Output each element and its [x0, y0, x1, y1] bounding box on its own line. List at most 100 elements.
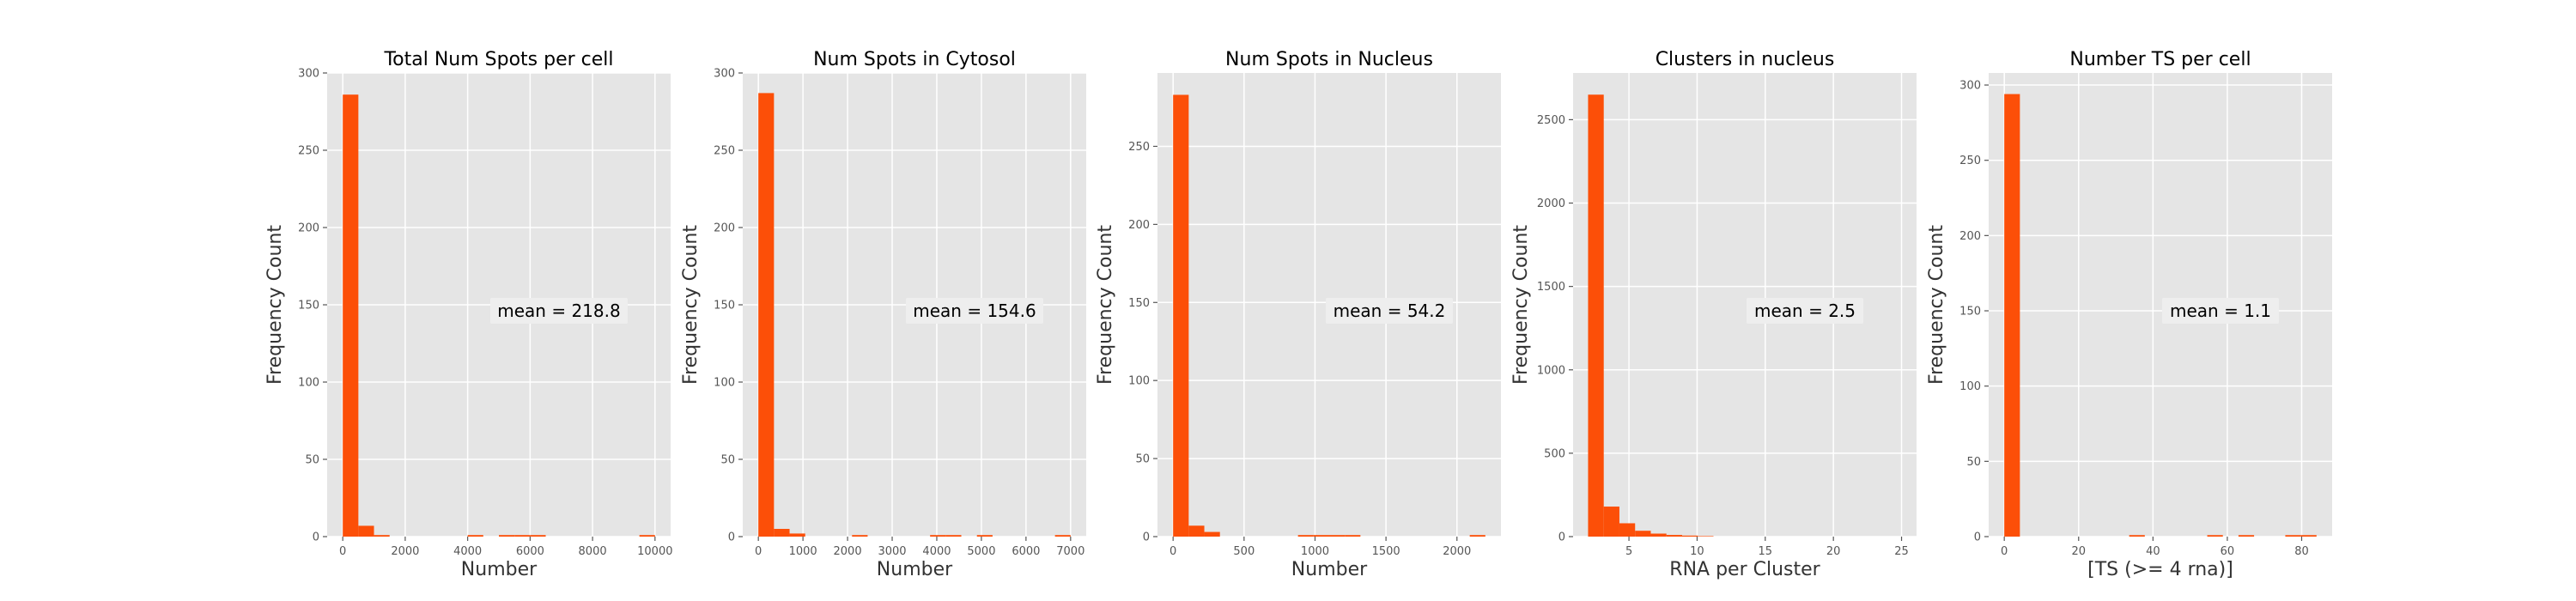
y-tick-label: 1500 — [1537, 281, 1565, 294]
chart-title: Total Num Spots per cell — [383, 49, 613, 70]
histogram-bar — [2129, 535, 2145, 537]
y-tick-label: 100 — [1959, 380, 1981, 393]
y-tick-label: 150 — [298, 300, 319, 313]
mean-annotation-box — [2162, 298, 2279, 324]
histogram-bar — [789, 533, 805, 537]
histogram-bar — [2004, 94, 2020, 537]
x-tick-label: 0 — [755, 545, 762, 558]
histogram-bar — [1681, 535, 1698, 537]
y-tick-label: 100 — [714, 377, 735, 390]
y-tick-label: 100 — [298, 377, 319, 390]
x-tick-label: 500 — [1233, 545, 1255, 558]
x-tick-label: 4000 — [922, 545, 951, 558]
histogram-bar — [976, 535, 993, 537]
mean-annotation-box — [1326, 298, 1453, 324]
x-axis-label: Number — [461, 559, 538, 580]
x-tick-label: 0 — [339, 545, 346, 558]
histogram-bar — [758, 93, 775, 537]
x-tick-label: 5000 — [967, 545, 995, 558]
plot-area-background — [1573, 73, 1917, 537]
y-tick-label: 0 — [1558, 531, 1565, 544]
histogram-bar — [1173, 94, 1189, 537]
y-tick-label: 2500 — [1537, 114, 1565, 127]
mean-annotation: mean = 218.8 — [497, 300, 620, 321]
y-tick-label: 50 — [305, 454, 319, 467]
plot-area-background — [1989, 73, 2332, 537]
y-tick-label: 300 — [298, 68, 319, 81]
y-tick-label: 50 — [1135, 453, 1150, 466]
x-tick-label: 6000 — [516, 545, 544, 558]
x-tick-label: 10 — [1690, 545, 1704, 558]
x-tick-label: 60 — [2221, 545, 2235, 558]
x-axis-label: Number — [877, 559, 953, 580]
histogram-bar — [930, 535, 946, 537]
mean-annotation: mean = 54.2 — [1334, 300, 1446, 321]
y-axis-label: Frequency Count — [1510, 225, 1532, 385]
histogram-bar — [514, 535, 531, 537]
y-axis-label: Frequency Count — [1095, 225, 1116, 385]
y-tick-label: 300 — [1959, 80, 1981, 93]
mean-annotation-box — [906, 298, 1043, 324]
chart-title: Number TS per cell — [2069, 49, 2251, 70]
x-tick-label: 3000 — [878, 545, 906, 558]
histogram-bar — [1635, 531, 1651, 537]
y-tick-label: 2000 — [1537, 197, 1565, 210]
x-tick-label: 15 — [1759, 545, 1773, 558]
x-tick-label: 20 — [1826, 545, 1841, 558]
x-tick-label: 1000 — [789, 545, 817, 558]
histogram-bar — [358, 525, 374, 537]
y-tick-label: 500 — [1544, 447, 1565, 460]
y-tick-label: 50 — [720, 454, 735, 467]
x-tick-label: 0 — [1170, 545, 1176, 558]
mean-annotation-box — [490, 298, 628, 324]
x-tick-label: 1000 — [1301, 545, 1329, 558]
chart-title: Num Spots in Nucleus — [1225, 49, 1433, 70]
histogram-bar — [2207, 535, 2223, 537]
histogram-bar — [1297, 535, 1314, 537]
y-tick-label: 150 — [1128, 297, 1150, 310]
y-axis-label: Frequency Count — [680, 225, 702, 385]
y-axis-label: Frequency Count — [264, 225, 286, 385]
histogram-bar — [1603, 507, 1619, 537]
x-axis-label: Number — [1291, 559, 1368, 580]
histogram-bar — [1329, 535, 1346, 537]
x-tick-label: 4000 — [453, 545, 482, 558]
y-tick-label: 250 — [1128, 141, 1150, 154]
histogram-bar — [852, 535, 868, 537]
x-tick-label: 20 — [2071, 545, 2086, 558]
x-tick-label: 6000 — [1012, 545, 1040, 558]
y-tick-label: 50 — [1966, 456, 1981, 469]
y-tick-label: 1000 — [1537, 364, 1565, 377]
histogram-bar — [2285, 535, 2301, 537]
x-axis-label: RNA per Cluster — [1669, 559, 1820, 580]
x-tick-label: 2000 — [1443, 545, 1471, 558]
chart-title: Num Spots in Cytosol — [813, 49, 1016, 70]
y-tick-label: 200 — [1128, 219, 1150, 232]
y-tick-label: 250 — [1959, 155, 1981, 167]
y-tick-label: 150 — [1959, 306, 1981, 319]
chart-title: Clusters in nucleus — [1656, 49, 1835, 70]
x-tick-label: 80 — [2294, 545, 2309, 558]
x-tick-label: 10000 — [637, 545, 672, 558]
mean-annotation: mean = 2.5 — [1754, 300, 1856, 321]
y-tick-label: 150 — [714, 300, 735, 313]
histogram-bar — [1650, 533, 1667, 537]
y-tick-label: 300 — [714, 68, 735, 81]
y-tick-label: 100 — [1128, 375, 1150, 388]
histogram-bar — [774, 529, 790, 537]
histogram-bar — [2238, 535, 2255, 537]
x-tick-label: 1500 — [1372, 545, 1400, 558]
y-tick-label: 0 — [728, 531, 735, 544]
histogram-bar — [1204, 531, 1220, 537]
y-tick-label: 200 — [714, 222, 735, 235]
x-tick-label: 8000 — [579, 545, 607, 558]
y-tick-label: 200 — [298, 222, 319, 235]
histogram-bar — [530, 535, 546, 537]
histogram-bar — [1054, 535, 1071, 537]
x-tick-label: 7000 — [1056, 545, 1084, 558]
y-axis-label: Frequency Count — [1926, 225, 1947, 385]
histogram-bar — [2300, 535, 2317, 537]
x-tick-label: 2000 — [834, 545, 862, 558]
x-tick-label: 25 — [1894, 545, 1909, 558]
